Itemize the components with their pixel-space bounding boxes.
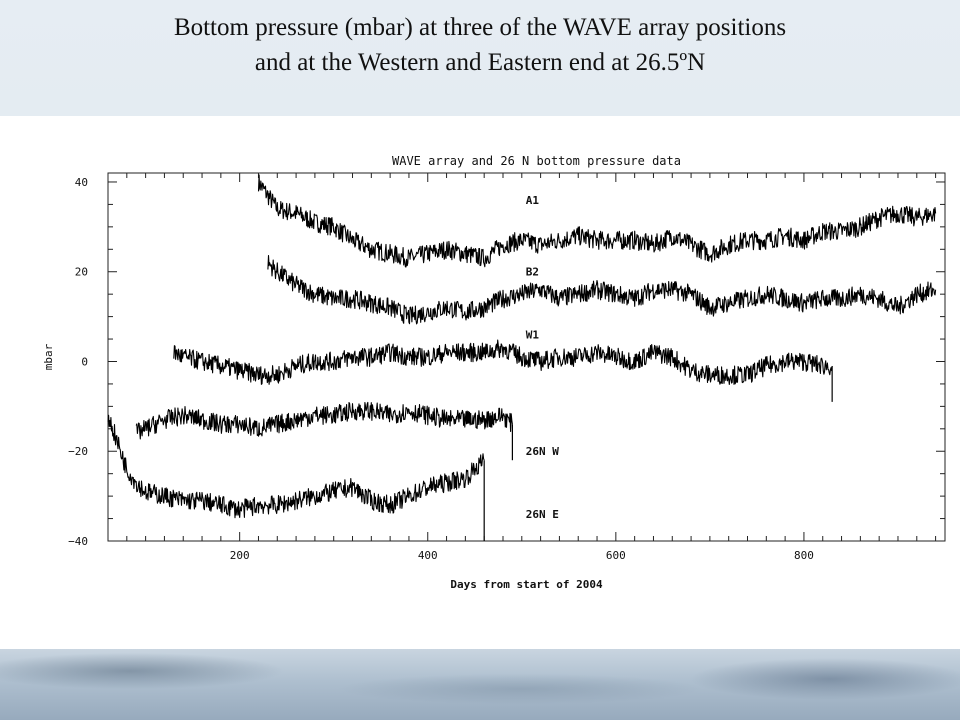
slide-title: Bottom pressure (mbar) at three of the W…: [0, 10, 960, 80]
slide-title-line-1: Bottom pressure (mbar) at three of the W…: [173, 14, 787, 41]
series-line-26n-e: [107, 414, 485, 519]
series-label-26n-e: 26N E: [526, 508, 559, 521]
x-axis-label: Days from start of 2004: [450, 578, 603, 591]
series-line-a1: [257, 174, 937, 268]
series-line-w1: [173, 339, 833, 385]
y-axis-label: mbar: [42, 343, 55, 370]
series-line-b2: [267, 255, 937, 325]
series-line-26n-w: [135, 401, 513, 440]
x-tick-label: 400: [418, 549, 438, 562]
x-tick-label: 800: [794, 549, 814, 562]
y-tick-label: 20: [75, 266, 88, 279]
y-tick-label: −20: [68, 445, 88, 458]
series-label-b2: B2: [526, 266, 539, 279]
plot-frame: [107, 172, 946, 542]
y-tick-label: −40: [68, 535, 88, 548]
series-label-26n-w: 26N W: [526, 445, 559, 458]
bottom-banner-image: [0, 649, 960, 720]
y-tick-label: 0: [81, 355, 88, 368]
x-tick-label: 600: [606, 549, 626, 562]
chart-title: WAVE array and 26 N bottom pressure data: [392, 154, 681, 168]
y-tick-label: 40: [75, 176, 88, 189]
x-tick-label: 200: [230, 549, 250, 562]
slide-title-line-2: and at the Western and Eastern end at 26…: [254, 49, 706, 76]
series-label-w1: W1: [526, 329, 540, 342]
series-label-a1: A1: [526, 194, 540, 207]
figure-panel: 200 400 600 800 40 20 0 −20 −40 WAVE array and 26…: [0, 116, 960, 649]
